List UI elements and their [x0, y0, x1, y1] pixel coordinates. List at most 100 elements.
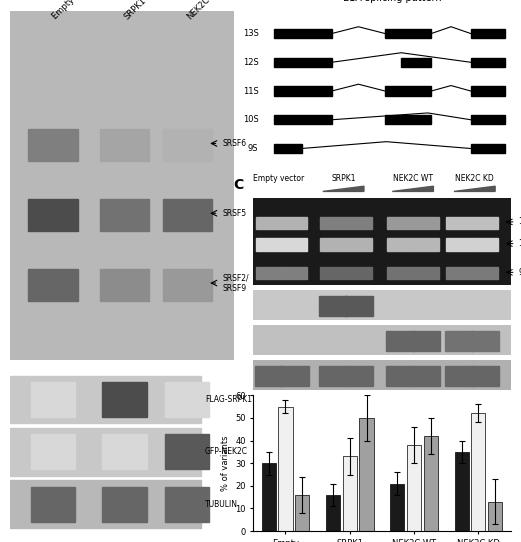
Bar — [28, 130, 78, 161]
Bar — [10, 376, 201, 423]
Bar — [343, 456, 357, 531]
Bar — [31, 434, 76, 469]
Bar — [256, 217, 282, 229]
Bar — [274, 58, 332, 67]
Bar — [346, 238, 371, 250]
Bar — [413, 217, 439, 229]
Text: NEK2C KD: NEK2C KD — [455, 174, 494, 183]
Bar — [424, 436, 438, 531]
Bar — [280, 366, 308, 386]
Bar — [345, 366, 373, 386]
Bar — [385, 115, 431, 124]
Bar — [320, 267, 346, 279]
Polygon shape — [454, 186, 495, 191]
Bar — [346, 267, 371, 279]
Bar — [488, 502, 502, 531]
Bar — [282, 217, 307, 229]
Bar — [256, 238, 282, 250]
Bar — [255, 366, 283, 386]
Bar — [413, 267, 439, 279]
Bar — [319, 366, 347, 386]
Bar — [274, 29, 332, 38]
Bar — [31, 487, 76, 521]
Bar — [165, 434, 209, 469]
Bar — [320, 238, 346, 250]
Text: GFP-NEK2C: GFP-NEK2C — [205, 447, 248, 456]
Bar — [472, 267, 498, 279]
Bar — [387, 217, 413, 229]
Bar — [28, 269, 78, 300]
Bar — [274, 115, 332, 124]
Text: SRSF6: SRSF6 — [223, 139, 247, 148]
Bar — [359, 418, 374, 531]
Bar — [470, 87, 505, 95]
Text: E1A splicing pattern: E1A splicing pattern — [343, 0, 442, 3]
Bar — [102, 487, 147, 521]
Bar — [282, 238, 307, 250]
Text: NEK2C WT: NEK2C WT — [393, 174, 433, 183]
Text: 10S: 10S — [243, 115, 258, 124]
Text: SRSF2/
SRSF9: SRSF2/ SRSF9 — [223, 273, 250, 293]
Bar — [346, 217, 371, 229]
Text: B: B — [233, 0, 243, 3]
Bar — [470, 29, 505, 38]
Bar — [256, 267, 282, 279]
Text: 13S: 13S — [518, 217, 521, 227]
Text: 13S: 13S — [243, 29, 258, 38]
Bar — [100, 199, 149, 231]
Bar — [274, 144, 302, 153]
Bar — [407, 445, 421, 531]
Bar — [163, 269, 212, 300]
Text: 12S: 12S — [243, 58, 258, 67]
Text: FLAG-SRPK1: FLAG-SRPK1 — [205, 395, 252, 404]
Bar — [278, 406, 293, 531]
Bar — [470, 331, 499, 351]
Y-axis label: % of variants: % of variants — [220, 435, 230, 491]
Bar — [470, 366, 499, 386]
Bar — [412, 366, 440, 386]
Bar — [387, 238, 413, 250]
Bar — [470, 58, 505, 67]
Bar — [163, 130, 212, 161]
Bar — [401, 58, 431, 67]
Bar — [10, 480, 201, 528]
Text: SRPK1: SRPK1 — [331, 174, 356, 183]
Bar — [472, 217, 498, 229]
Bar — [102, 434, 147, 469]
Bar — [385, 87, 431, 95]
Bar — [320, 217, 346, 229]
Text: 9S: 9S — [518, 268, 521, 277]
Bar — [385, 29, 431, 38]
Bar — [295, 495, 309, 531]
Bar — [390, 483, 404, 531]
Bar — [100, 130, 149, 161]
Bar — [446, 238, 472, 250]
Bar — [445, 331, 473, 351]
Text: TUBULIN: TUBULIN — [205, 500, 238, 509]
Text: 11S: 11S — [243, 87, 258, 95]
Bar — [10, 428, 201, 476]
Bar — [472, 238, 498, 250]
Bar — [445, 366, 473, 386]
Bar — [262, 463, 276, 531]
Polygon shape — [323, 186, 364, 191]
Bar — [165, 382, 209, 417]
Bar — [472, 414, 486, 531]
Bar — [28, 199, 78, 231]
Text: NEK2C: NEK2C — [185, 0, 211, 21]
Bar — [345, 296, 373, 316]
Bar — [446, 267, 472, 279]
Bar — [163, 199, 212, 231]
Bar — [31, 382, 76, 417]
Text: Empty vector: Empty vector — [253, 174, 305, 183]
Bar — [470, 144, 505, 153]
Bar — [470, 115, 505, 124]
Bar — [386, 366, 414, 386]
Bar — [455, 452, 469, 531]
Text: Empty vector: Empty vector — [51, 0, 97, 21]
Text: 9S: 9S — [248, 144, 258, 153]
Bar — [412, 331, 440, 351]
Bar — [274, 87, 332, 95]
Bar — [386, 331, 414, 351]
Bar — [102, 382, 147, 417]
